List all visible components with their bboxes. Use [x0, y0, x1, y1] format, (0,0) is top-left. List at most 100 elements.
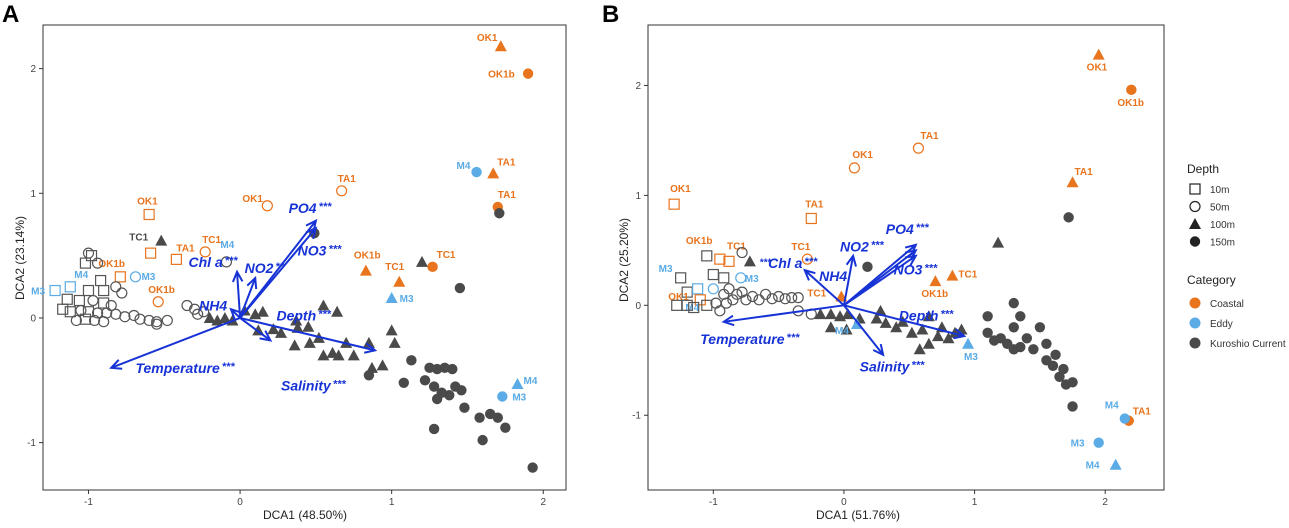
panel-b-plot: -1 0 1 2 -1 0 1 2 OK1 OK1b TA1 TA1 OK1 OK1 TA1 TC1 OK1b T… [632, 24, 1165, 508]
vector-label: Temperature *** [135, 360, 235, 376]
point-label: *** [760, 257, 772, 268]
data-point [1050, 349, 1061, 360]
data-point [456, 385, 467, 396]
legend-depth-label: 50m [1210, 203, 1229, 214]
vector-label: PO4 *** [289, 200, 333, 216]
data-point [428, 423, 440, 435]
data-point [474, 412, 485, 423]
point-label: TC1 [958, 270, 977, 281]
data-point [477, 434, 488, 446]
vector-arrow [239, 316, 376, 352]
data-point [302, 320, 315, 332]
x-tick-label: 0 [237, 497, 243, 508]
vector-label: NO2 *** [840, 238, 884, 254]
vector-significance: *** [222, 361, 236, 373]
data-point [946, 269, 959, 281]
y-tick-label: 1 [635, 191, 641, 202]
vector-significance: *** [940, 309, 954, 321]
data-point [267, 323, 280, 335]
point-label: M4 [74, 270, 88, 281]
data-point [1066, 176, 1079, 188]
data-point [1119, 413, 1131, 424]
x-tick-label: -1 [84, 497, 93, 508]
data-point [256, 305, 269, 317]
data-point [317, 299, 330, 311]
vector-label: Salinity *** [860, 358, 925, 374]
data-point [1058, 363, 1069, 375]
y-tick-label: 0 [635, 301, 641, 312]
data-point [779, 293, 791, 305]
data-point [497, 391, 508, 402]
vector-label: NH4 [199, 297, 227, 313]
x-tick-label: 0 [841, 497, 847, 508]
data-point [735, 272, 747, 284]
data-point [129, 271, 142, 283]
legend-category-key [1189, 297, 1201, 309]
data-point [91, 307, 104, 319]
panel-b-y-axis-title: DCA2 (25.20%) [617, 218, 631, 302]
data-point [431, 393, 443, 405]
vector-arrow [236, 271, 242, 319]
data-point [385, 324, 398, 336]
data-point [1092, 48, 1105, 60]
point-label: M4 [220, 240, 234, 251]
data-point [152, 296, 164, 308]
vector-arrowhead [721, 314, 735, 327]
x-tick-label: 1 [389, 497, 395, 508]
data-point [718, 272, 730, 284]
data-point [494, 208, 505, 219]
data-point [1054, 371, 1065, 382]
data-point [398, 377, 409, 388]
point-label: OK1b [921, 289, 948, 300]
data-point [1041, 338, 1052, 349]
data-point [1063, 212, 1074, 223]
data-point [1047, 360, 1059, 371]
point-label: OK1 [852, 150, 873, 161]
data-point [64, 281, 76, 293]
data-point [82, 306, 95, 318]
point-label: OK1b [488, 70, 515, 81]
point-label: TC1 [129, 233, 148, 244]
data-point [736, 246, 748, 259]
vector-arrow [843, 304, 965, 338]
data-point [347, 349, 360, 361]
data-point [57, 303, 69, 315]
point-label: TC1 [727, 241, 746, 252]
data-point [500, 422, 511, 433]
data-point [331, 305, 344, 317]
data-point [675, 272, 687, 284]
data-point [905, 326, 918, 338]
panel-b-x-axis-title: DCA1 (51.76%) [816, 508, 900, 522]
data-point [916, 323, 929, 335]
vector-label: NO3 *** [298, 243, 342, 259]
point-label: TC1 [385, 262, 404, 273]
data-point [1021, 333, 1033, 344]
y-tick-label: 2 [30, 64, 36, 75]
vector-arrow [239, 277, 257, 319]
point-label: M3 [141, 272, 155, 283]
data-point [376, 359, 389, 371]
data-point [220, 256, 233, 268]
vector-significance: *** [333, 378, 347, 390]
data-point [723, 255, 735, 267]
point-label: OK1 [668, 292, 689, 303]
data-point [982, 311, 993, 322]
point-label: OK1 [477, 33, 498, 44]
data-point [824, 321, 837, 333]
data-point [199, 246, 211, 258]
y-tick-label: 1 [30, 189, 36, 200]
data-point [720, 297, 732, 309]
data-point [753, 294, 765, 306]
legend-depth-label: 100m [1210, 220, 1235, 231]
data-point [119, 311, 131, 323]
data-point [362, 336, 375, 348]
data-point [415, 255, 428, 267]
data-point [707, 283, 719, 295]
legend-depth-items: 10m 50m 100m 150m [1189, 183, 1235, 249]
data-point [1008, 297, 1019, 309]
data-point [848, 162, 861, 174]
point-label: OK1b [98, 259, 125, 270]
point-label: TA1 [498, 190, 517, 201]
point-label: OK1 [670, 184, 691, 195]
data-point [447, 363, 458, 375]
